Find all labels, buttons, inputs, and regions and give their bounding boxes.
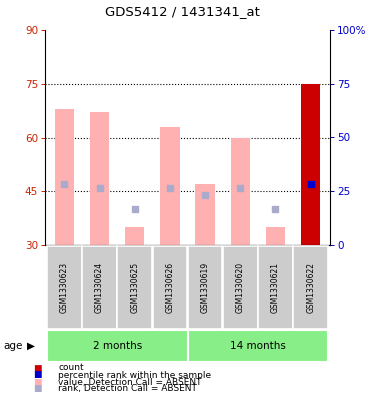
Bar xyxy=(118,246,152,329)
Bar xyxy=(82,246,117,329)
Bar xyxy=(47,246,82,329)
Bar xyxy=(258,246,293,329)
Text: 14 months: 14 months xyxy=(230,341,286,351)
Text: GDS5412 / 1431341_at: GDS5412 / 1431341_at xyxy=(105,5,260,18)
Bar xyxy=(195,184,215,245)
Text: ■: ■ xyxy=(33,378,41,386)
Bar xyxy=(231,138,250,245)
Text: GSM1330625: GSM1330625 xyxy=(130,262,139,313)
Text: value, Detection Call = ABSENT: value, Detection Call = ABSENT xyxy=(58,378,202,386)
Bar xyxy=(293,246,328,329)
Text: ■: ■ xyxy=(33,371,41,380)
Bar xyxy=(266,227,285,245)
Text: ■: ■ xyxy=(33,364,41,373)
Text: rank, Detection Call = ABSENT: rank, Detection Call = ABSENT xyxy=(58,384,197,393)
Text: GSM1330622: GSM1330622 xyxy=(306,262,315,313)
Bar xyxy=(47,330,188,362)
Bar xyxy=(223,246,258,329)
Bar xyxy=(188,330,328,362)
Text: ■: ■ xyxy=(33,384,41,393)
Bar xyxy=(125,227,145,245)
Text: GSM1330619: GSM1330619 xyxy=(201,262,210,313)
Bar xyxy=(90,112,109,245)
Bar xyxy=(160,127,180,245)
Text: GSM1330624: GSM1330624 xyxy=(95,262,104,313)
Text: 2 months: 2 months xyxy=(92,341,142,351)
Text: GSM1330623: GSM1330623 xyxy=(60,262,69,313)
Text: GSM1330620: GSM1330620 xyxy=(236,262,245,313)
Bar xyxy=(188,246,222,329)
Text: age: age xyxy=(4,341,23,351)
Bar xyxy=(55,109,74,245)
Text: percentile rank within the sample: percentile rank within the sample xyxy=(58,371,212,380)
Text: GSM1330621: GSM1330621 xyxy=(271,262,280,313)
Bar xyxy=(301,84,320,245)
Text: count: count xyxy=(58,364,84,373)
Bar xyxy=(153,246,187,329)
Text: GSM1330626: GSM1330626 xyxy=(165,262,174,313)
Text: ▶: ▶ xyxy=(27,341,35,351)
